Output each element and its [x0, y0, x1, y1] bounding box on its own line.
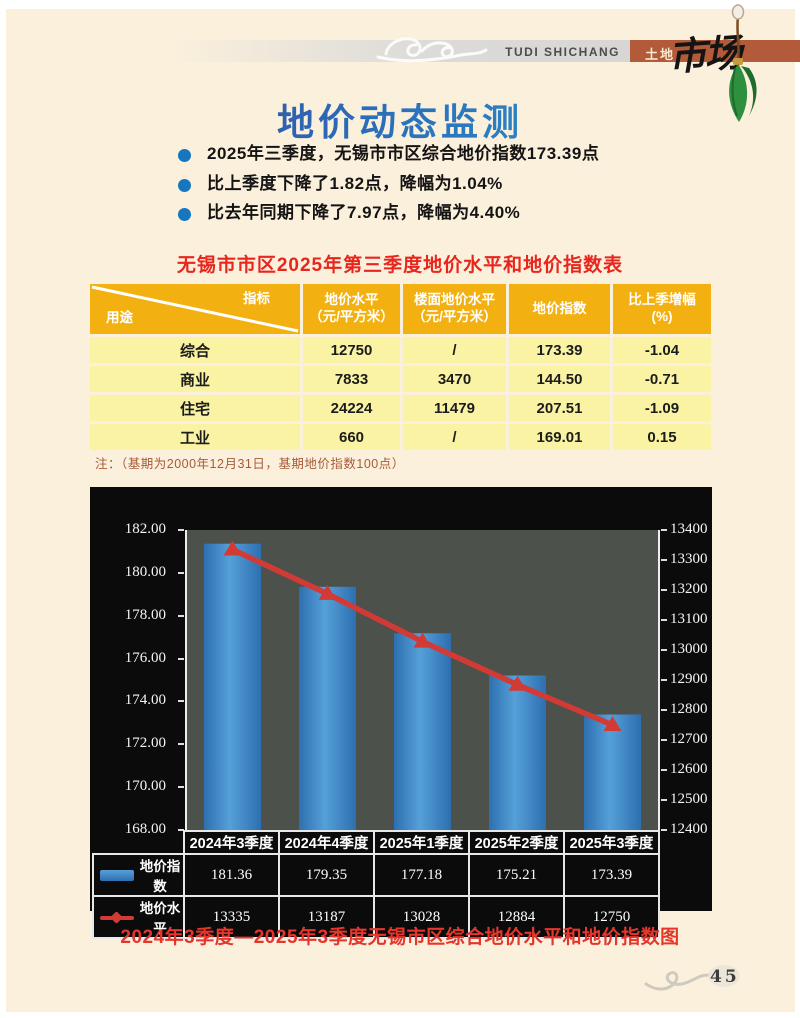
header-line: (%)	[651, 309, 673, 324]
summary-bullets: 2025年三季度，无锡市市区综合地价指数173.39点 比上季度下降了1.82点…	[178, 144, 738, 234]
legend-cell-level: 地价水平	[92, 895, 185, 939]
chart-caption: 2024年3季度—2025年3季度无锡市区综合地价水平和地价指数图	[120, 927, 680, 948]
footer-swirl-icon	[644, 965, 740, 991]
journal-name-chinese-prefix: 土地	[645, 47, 676, 62]
category-cell: 2025年1季度	[373, 830, 470, 855]
bullet-text: 比上季度下降了1.82点，降幅为1.04%	[207, 173, 503, 193]
bullet-item: 比去年同期下降了7.97点，降幅为4.40%	[178, 204, 738, 223]
line-series-icon	[100, 910, 134, 924]
series-name: 地价水平	[139, 901, 181, 936]
value-cell: 13187	[278, 895, 375, 939]
combo-chart: 182.00 180.00 178.00 176.00 174.00 172.00 170.…	[90, 487, 712, 939]
corner-label-use: 用途	[106, 310, 133, 326]
page-number: 45	[710, 967, 740, 987]
header-line: （元/平方米）	[309, 309, 394, 324]
price-table-title: 无锡市市区2025年第三季度地价水平和地价指数表	[176, 255, 624, 276]
header-line: 地价水平	[324, 292, 379, 308]
price-table-header-row: 指标 用途 地价水平 （元/平方米） 楼面地价水平 （元/平方米） 地价指数 比…	[90, 284, 711, 334]
cell-use: 综合	[90, 337, 300, 363]
table-row: 商业 7833 3470 144.50 -0.71	[90, 366, 711, 392]
header-line: 比上季增幅	[628, 292, 696, 308]
bullet-text: 2025年三季度，无锡市市区综合地价指数173.39点	[207, 144, 600, 163]
value-cell: 177.18	[373, 853, 470, 897]
category-cell: 2024年4季度	[278, 830, 375, 855]
cell-change: -0.71	[613, 366, 711, 392]
table-row: 住宅 24224 11479 207.51 -1.09	[90, 395, 711, 421]
value-cell: 175.21	[468, 853, 565, 897]
diagonal-divider	[91, 285, 299, 333]
cell-index: 169.01	[509, 424, 610, 450]
category-cell: 2025年2季度	[468, 830, 565, 855]
left-axis-labels: 182.00 180.00 178.00 176.00 174.00 172.00 170.…	[124, 521, 166, 837]
category-cell: 2025年3季度	[563, 830, 660, 855]
cell-price: 7833	[303, 366, 400, 392]
corner-label-indicator: 指标	[243, 291, 270, 306]
bullet-dot-icon	[178, 178, 191, 192]
cell-change: -1.04	[613, 337, 711, 363]
category-row: 2024年3季度 2024年4季度 2025年1季度 2025年2季度 2025…	[93, 830, 660, 855]
bullet-dot-icon	[178, 149, 191, 162]
price-table: 指标 用途 地价水平 （元/平方米） 楼面地价水平 （元/平方米） 地价指数 比…	[90, 284, 711, 450]
legend-cell-index: 地价指数	[92, 853, 185, 897]
cell-use: 工业	[90, 424, 300, 450]
cell-floor: 3470	[403, 366, 506, 392]
cell-change: 0.15	[613, 424, 711, 450]
page-title: 地价动态监测	[0, 92, 800, 146]
tassel-decoration-icon	[729, 4, 757, 122]
cell-price: 660	[303, 424, 400, 450]
bullet-text: 比去年同期下降了7.97点，降幅为4.40%	[207, 203, 521, 223]
cell-price: 12750	[303, 337, 400, 363]
series-row-level: 地价水平 13335 13187 13028 12884 12750	[92, 895, 660, 939]
journal-name-english: TUDI SHICHANG	[505, 45, 620, 59]
category-cell: 2024年3季度	[183, 830, 280, 855]
table-row: 工业 660 / 169.01 0.15	[90, 424, 711, 450]
value-cell: 173.39	[563, 853, 660, 897]
cell-index: 173.39	[509, 337, 610, 363]
cell-floor: 11479	[403, 395, 506, 421]
empty-cell	[93, 831, 184, 854]
left-axis-ticks	[177, 529, 185, 831]
header-line: 地价指数	[532, 300, 587, 316]
header-line: （元/平方米）	[412, 309, 497, 324]
value-cell: 12884	[468, 895, 565, 939]
value-cell: 13335	[183, 895, 280, 939]
plot-area	[185, 530, 660, 830]
col-header-price-index: 地价指数	[509, 284, 610, 334]
page-footer: 45	[640, 962, 760, 998]
col-header-price-level: 地价水平 （元/平方米）	[303, 284, 400, 334]
value-cell: 13028	[373, 895, 470, 939]
table-row: 综合 12750 / 173.39 -1.04	[90, 337, 711, 363]
bullet-item: 2025年三季度，无锡市市区综合地价指数173.39点	[178, 144, 738, 164]
value-cell: 12750	[563, 895, 660, 939]
cell-use: 商业	[90, 366, 300, 392]
cell-price: 24224	[303, 395, 400, 421]
cell-change: -1.09	[613, 395, 711, 421]
bullet-item: 比上季度下降了1.82点，降幅为1.04%	[178, 173, 738, 194]
header-red-bar	[630, 40, 800, 62]
table-note: 注：（基期为2000年12月31日，基期地价指数100点）	[95, 457, 405, 471]
chart-canvas	[185, 530, 660, 830]
value-cell: 181.36	[183, 853, 280, 897]
header-gray-bar	[168, 40, 630, 62]
col-header-qoq-change: 比上季增幅 (%)	[613, 284, 711, 334]
right-axis-ticks	[660, 529, 668, 831]
right-axis-labels: 13400 13300 13200 13100 13000 12900 12800 12700…	[670, 521, 708, 837]
series-name: 地价指数	[139, 859, 181, 894]
cloud-motif-icon	[376, 37, 488, 63]
bullet-dot-icon	[178, 208, 191, 222]
header-line: 楼面地价水平	[414, 292, 495, 308]
cell-use: 住宅	[90, 395, 300, 421]
cell-index: 207.51	[509, 395, 610, 421]
cell-floor: /	[403, 337, 506, 363]
col-header-floor-price: 楼面地价水平 （元/平方米）	[403, 284, 506, 334]
bar-series-icon	[100, 869, 134, 881]
value-cell: 179.35	[278, 853, 375, 897]
corner-header-cell: 指标 用途	[90, 284, 300, 334]
chart-data-table: 2024年3季度 2024年4季度 2025年1季度 2025年2季度 2025…	[92, 830, 660, 939]
cell-floor: /	[403, 424, 506, 450]
cell-index: 144.50	[509, 366, 610, 392]
series-row-index: 地价指数 181.36 179.35 177.18 175.21 173.39	[92, 853, 660, 897]
